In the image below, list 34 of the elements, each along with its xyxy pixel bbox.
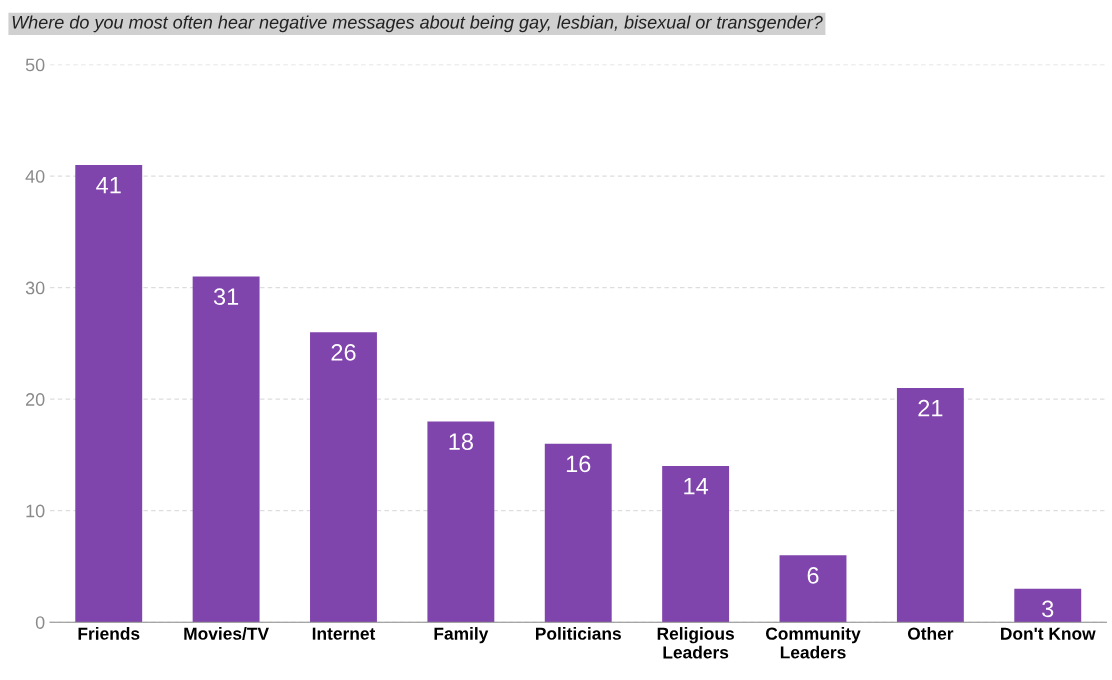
bar [75,164,143,623]
x-tick-label: Internet [312,627,376,640]
bar [310,332,377,623]
bar [662,466,730,623]
bar [896,388,964,623]
bar [192,276,260,623]
data-label: 31 [213,288,239,305]
data-label: 3 [1042,600,1054,618]
x-tick-label: Religious Leaders [657,627,734,659]
x-tick-label: Other [907,627,954,640]
x-tick-label: Movies/TV [184,627,269,640]
x-tick-label: Friends [78,627,140,640]
data-label: 16 [566,455,591,473]
x-tick-label: Family [434,627,489,644]
data-label: 21 [918,399,943,417]
y-tick-label: 0 [35,616,45,629]
bar [427,421,495,623]
x-tick-label: Politicians [535,627,621,640]
data-label: 14 [684,478,709,495]
bar [544,443,612,623]
chart-title: Where do you most often hear negative messages about being gay, lesbian, bisexual or transgender? [12,15,823,33]
data-label: 26 [331,344,356,361]
x-tick-label: Don't Know [1001,627,1096,640]
x-tick-label: Community Leaders [765,627,861,659]
y-tick-label: 10 [26,504,45,518]
y-tick-label: 30 [25,281,45,295]
y-tick-label: 50 [25,58,45,72]
bar [779,555,847,623]
y-tick-label: 20 [26,393,45,406]
data-label: 41 [96,176,121,194]
bar [1014,588,1082,623]
data-label: 6 [807,567,819,584]
data-label: 18 [449,433,473,450]
y-tick-label: 40 [25,170,45,183]
